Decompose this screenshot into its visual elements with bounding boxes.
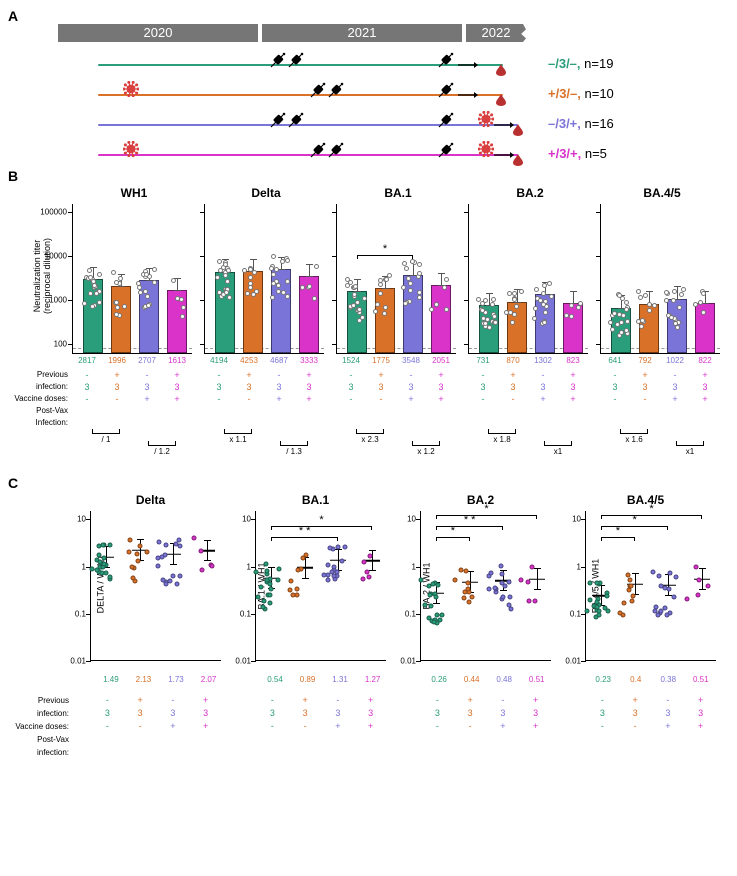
c-chart-Delta: DeltaDELTA / WH10.010.1110	[68, 493, 233, 661]
b-annot-col: -+-+3333--++	[68, 369, 200, 429]
b-means: 7318701302823	[468, 356, 588, 365]
b-fold-cell: / 1/ 1.2	[68, 429, 200, 457]
c-annot-label-prev: Previous infection:	[8, 694, 69, 720]
b-plot	[600, 204, 720, 354]
c-spacer	[8, 493, 68, 661]
c-annot-cols: -+-+3333--++-+-+3333--++-+-+3333--++-+-+…	[69, 694, 729, 759]
c-annot-block: Previous infection: Vaccine doses: Post-…	[8, 694, 729, 759]
cohort-legend: –/3/+, n=16	[548, 116, 614, 131]
panel-b-row: Neutralization titer(reciprocal dilution…	[8, 186, 729, 365]
year-segment: 2021	[262, 24, 462, 42]
figure: A 202020212022 –/3/–, n=19+/3/–, n=10–/3…	[8, 8, 729, 759]
b-chart-title: BA.1	[332, 186, 464, 204]
b-fold-cell: x 1.6x1	[596, 429, 728, 457]
c-charts: DeltaDELTA / WH10.010.1110BA.1BA.1 / WH1…	[68, 493, 728, 661]
c-annot-col: -+-+3333--++	[234, 694, 399, 759]
b-fold-cell: x 1.8x1	[464, 429, 596, 457]
b-chart-title: BA.4/5	[596, 186, 728, 204]
c-plot: BA.2 / WH10.010.1110** **	[420, 511, 551, 661]
c-chart-BA.4/5: BA.4/5BA.4/5 / WH10.010.1110***	[563, 493, 728, 661]
b-plot: *	[336, 204, 456, 354]
cohort-row: +/3/+, n=5	[8, 138, 729, 168]
c-annot-labels: Previous infection: Vaccine doses: Post-…	[8, 694, 69, 759]
panel-c-label: C	[8, 475, 729, 491]
b-means: 2817199627071613	[72, 356, 192, 365]
cohort-legend: +/3/+, n=5	[548, 146, 607, 161]
panel-c-row: DeltaDELTA / WH10.010.1110BA.1BA.1 / WH1…	[8, 493, 729, 661]
c-vals-row: 1.492.131.732.07 0.540.891.311.27 0.260.44…	[8, 661, 729, 684]
c-vals: 0.540.891.311.27	[259, 675, 389, 684]
b-chart-Delta: Delta 4194425346873333	[200, 186, 332, 365]
b-plot: 100100010000100000	[72, 204, 192, 354]
c-annot-col: -+-+3333--++	[69, 694, 234, 759]
b-fold-row: / 1/ 1.2x 1.1/ 1.3x 2.3x 1.2x 1.8x1x 1.6…	[68, 429, 729, 457]
b-annot-label-post: Post-Vax Infection:	[8, 405, 68, 429]
b-annot-col: -+-+3333--++	[464, 369, 596, 429]
cohort-row: –/3/+, n=16	[8, 108, 729, 138]
b-chart-title: WH1	[68, 186, 200, 204]
c-chart-BA.2: BA.2BA.2 / WH10.010.1110** **	[398, 493, 563, 661]
b-chart-BA.2: BA.2 7318701302823	[464, 186, 596, 365]
b-chart-title: Delta	[200, 186, 332, 204]
c-chart-title: BA.1	[233, 493, 398, 511]
b-chart-BA.4/5: BA.4/5 6417921022822	[596, 186, 728, 365]
b-chart-BA.1: BA.1* 1524177535482051	[332, 186, 464, 365]
c-vals: 0.230.40.380.51	[587, 675, 717, 684]
b-annot-col: -+-+3333--++	[200, 369, 332, 429]
b-annot-block: Previous infection: Vaccine doses: Post-…	[8, 369, 729, 429]
b-annot-label-dose: Vaccine doses:	[8, 393, 68, 405]
c-chart-BA.1: BA.1BA.1 / WH10.010.1110* **	[233, 493, 398, 661]
b-means: 4194425346873333	[204, 356, 324, 365]
cohort-legend: –/3/–, n=19	[548, 56, 613, 71]
b-charts: WH1100100010000100000 2817199627071613 Del…	[68, 186, 728, 365]
c-annot-label-dose: Vaccine doses:	[8, 720, 69, 733]
c-chart-title: Delta	[68, 493, 233, 511]
b-means: 6417921022822	[600, 356, 720, 365]
c-vals: 1.492.131.732.07	[95, 675, 225, 684]
c-vals: 0.260.440.480.51	[423, 675, 553, 684]
c-annot-col: -+-+3333--++	[399, 694, 564, 759]
panel-a-label: A	[8, 8, 729, 24]
b-annot-labels: Previous infection: Vaccine doses: Post-…	[8, 369, 68, 429]
c-plot: BA.1 / WH10.010.1110* **	[255, 511, 386, 661]
c-chart-title: BA.2	[398, 493, 563, 511]
panel-b-label: B	[8, 168, 729, 184]
panel-b: B Neutralization titer(reciprocal diluti…	[8, 168, 729, 457]
year-segment: 2022	[466, 24, 526, 42]
panel-c: C DeltaDELTA / WH10.010.1110BA.1BA.1 / W…	[8, 475, 729, 759]
c-annot-col: -+-+3333--++	[564, 694, 729, 759]
cohorts: –/3/–, n=19 +/3/–, n=10 –/3/+, n=16 +/3/+, …	[8, 48, 729, 168]
b-annot-col: -+-+3333--++	[332, 369, 464, 429]
b-fold-cell: x 2.3x 1.2	[332, 429, 464, 457]
year-bar: 202020212022	[58, 24, 528, 42]
b-chart-title: BA.2	[464, 186, 596, 204]
b-plot	[204, 204, 324, 354]
cohort-legend: +/3/–, n=10	[548, 86, 614, 101]
b-plot	[468, 204, 588, 354]
b-annot-label-prev: Previous infection:	[8, 369, 68, 393]
year-segment: 2020	[58, 24, 258, 42]
c-chart-title: BA.4/5	[563, 493, 728, 511]
b-annot-col: -+-+3333--++	[596, 369, 728, 429]
cohort-row: +/3/–, n=10	[8, 78, 729, 108]
b-fold-cell: x 1.1/ 1.3	[200, 429, 332, 457]
b-means: 1524177535482051	[336, 356, 456, 365]
b-chart-WH1: WH1100100010000100000 2817199627071613	[68, 186, 200, 365]
c-plot: DELTA / WH10.010.1110	[90, 511, 221, 661]
cohort-row: –/3/–, n=19	[8, 48, 729, 78]
c-annot-label-post: Post-Vax infection:	[8, 733, 69, 759]
panel-a: A 202020212022 –/3/–, n=19 +/3/–, n=10 –/3…	[8, 8, 729, 158]
c-plot: BA.4/5 / WH10.010.1110***	[585, 511, 716, 661]
b-annot-cols: -+-+3333--++-+-+3333--++-+-+3333--++-+-+…	[68, 369, 728, 429]
